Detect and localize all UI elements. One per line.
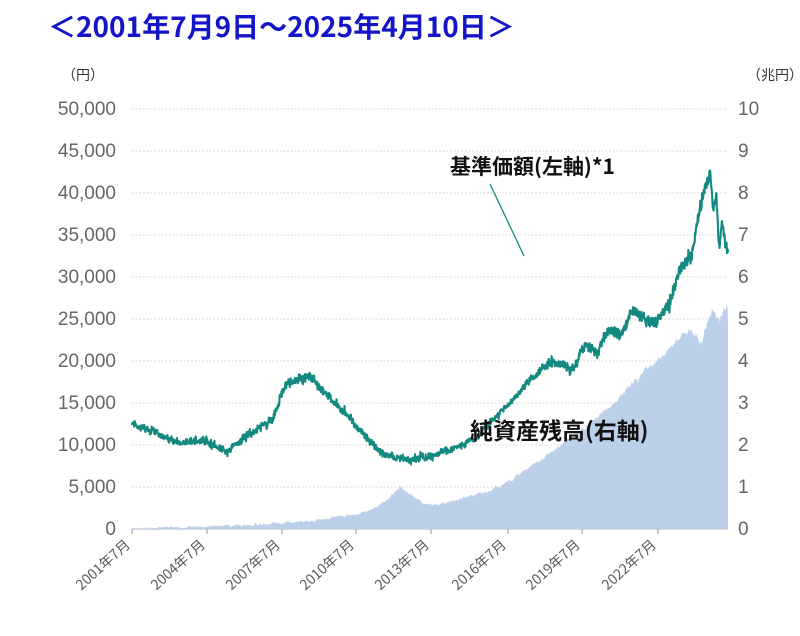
svg-text:2010年7月: 2010年7月 (295, 535, 358, 595)
svg-text:2022年7月: 2022年7月 (597, 535, 660, 595)
svg-text:2016年7月: 2016年7月 (447, 535, 510, 595)
svg-text:2019年7月: 2019年7月 (521, 535, 584, 595)
svg-text:2013年7月: 2013年7月 (370, 535, 433, 595)
svg-text:2007年7月: 2007年7月 (221, 535, 284, 595)
svg-text:2001年7月: 2001年7月 (71, 535, 134, 595)
svg-text:2004年7月: 2004年7月 (146, 535, 209, 595)
